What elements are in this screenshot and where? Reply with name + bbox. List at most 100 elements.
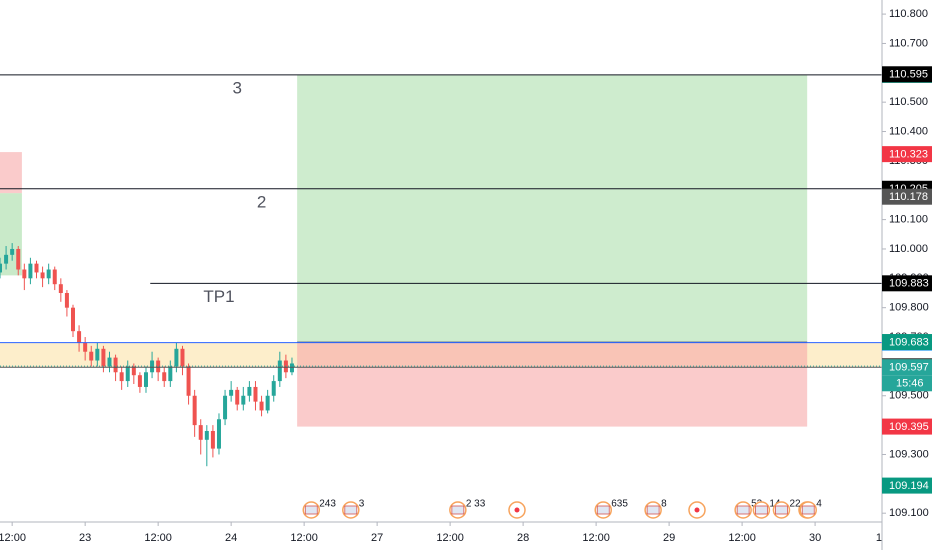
y-tick-label: 109.100 (889, 507, 929, 519)
candle-body (162, 372, 167, 382)
profit-zone (297, 74, 808, 343)
event-flag-stripes (344, 505, 358, 515)
price-tag (882, 188, 932, 205)
candle-body (271, 381, 276, 396)
candle-body (70, 307, 75, 332)
event-count: 4 (816, 499, 822, 510)
event-flag-stripes (801, 505, 815, 515)
candle-body (180, 348, 185, 367)
left-loss-box (0, 152, 22, 194)
x-tick-label: 12:00 (728, 532, 756, 544)
event-count: 243 (319, 499, 336, 510)
x-tick-label: 12:00 (436, 532, 464, 544)
price-tag-label: 109.194 (889, 480, 929, 492)
candle-body (4, 254, 9, 264)
candle-body (253, 386, 258, 402)
price-tag-label: 109.395 (889, 421, 929, 433)
x-tick-label: 12:00 (582, 532, 610, 544)
price-axis (882, 0, 932, 550)
candle-body (204, 430, 209, 440)
event-flag-stripes (754, 505, 768, 515)
candle-body (168, 366, 173, 382)
candle-body (89, 351, 94, 361)
candle-body (235, 389, 240, 405)
price-tag (882, 477, 932, 494)
event-flag-stripes (451, 505, 465, 515)
candle-body (125, 366, 130, 382)
price-tag (882, 418, 932, 435)
loss-zone (297, 342, 808, 427)
candle-body (113, 357, 118, 373)
price-tag (882, 66, 932, 83)
candle-body (0, 263, 2, 273)
candle-body (131, 366, 136, 376)
price-tag (882, 359, 932, 376)
x-tick-label: 30 (809, 532, 821, 544)
event-dot (694, 507, 700, 513)
x-tick-label: 23 (79, 532, 91, 544)
event-count: 2 33 (466, 499, 486, 510)
candle-body (34, 263, 39, 273)
price-tag-label: 109.683 (889, 336, 929, 348)
candle-body (95, 348, 100, 361)
event-count: 3 (359, 499, 365, 510)
candle-body (16, 248, 21, 270)
event-count: 635 (611, 499, 628, 510)
candle-body (241, 395, 246, 405)
candle-body (137, 375, 142, 387)
event-flag-stripes (596, 505, 610, 515)
x-tick-label: 27 (371, 532, 383, 544)
candle-body (101, 348, 106, 367)
price-tag (882, 334, 932, 351)
countdown-label: 15:46 (896, 378, 924, 390)
y-tick-label: 110.700 (889, 37, 928, 49)
x-tick-label: 12:00 (290, 532, 318, 544)
price-tag-label: 110.178 (889, 191, 928, 203)
event-flag-stripes (736, 505, 750, 515)
candle-body (46, 269, 51, 279)
price-tag (882, 275, 932, 292)
x-tick-label: 29 (663, 532, 675, 544)
candle-body (247, 386, 252, 396)
level-label: 3 (232, 78, 241, 97)
candle-body (10, 248, 15, 255)
x-tick-label: 12:00 (0, 532, 26, 544)
candle-body (156, 360, 161, 373)
price-tag-label: 110.595 (889, 69, 928, 81)
x-tick-label: 28 (517, 532, 529, 544)
y-tick-label: 109.800 (889, 302, 929, 314)
candle-body (52, 269, 57, 285)
candle-body (186, 366, 191, 396)
candle-body (289, 363, 294, 373)
candle-body (22, 269, 27, 279)
event-flag-stripes (304, 505, 318, 515)
price-tag-label: 109.883 (889, 278, 929, 290)
candle-body (119, 372, 124, 382)
candle-body (28, 263, 33, 279)
price-tag (882, 146, 932, 163)
candle-body (198, 425, 203, 440)
candle-body (83, 342, 88, 352)
candle-body (210, 430, 215, 449)
candle-body (58, 284, 63, 294)
candle-body (77, 331, 82, 343)
candle-body (277, 360, 282, 382)
countdown-tag (882, 375, 932, 392)
y-tick-label: 109.300 (889, 448, 929, 460)
candle-body (64, 293, 69, 308)
level-label: 2 (257, 192, 266, 211)
candle-body (174, 348, 179, 367)
y-tick-label: 110.000 (889, 243, 928, 255)
price-tag-label: 109.597 (889, 362, 929, 374)
y-tick-label: 110.400 (889, 125, 928, 137)
candle-body (143, 372, 148, 387)
candle-body (259, 401, 264, 411)
event-flag-stripes (646, 505, 660, 515)
candle-body (107, 357, 112, 367)
candle-body (229, 389, 234, 396)
event-count: 8 (661, 499, 667, 510)
candle-body (216, 419, 221, 449)
x-tick-label: 12:00 (144, 532, 172, 544)
event-count: 22 (789, 499, 801, 510)
